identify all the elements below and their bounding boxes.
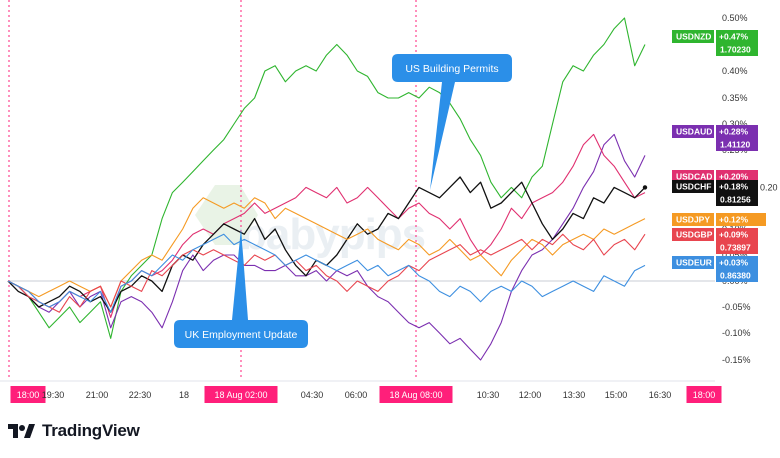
- x-tick-label: 22:30: [129, 390, 152, 400]
- series-label-usdjpy: [672, 213, 714, 226]
- series-line-usdaud[interactable]: [7, 133, 646, 361]
- series-label-price: 1.70230: [720, 45, 751, 55]
- series-line-usdjpy[interactable]: [7, 197, 646, 308]
- series-price-badge: [716, 269, 758, 282]
- series-label-price: 0.81256: [720, 195, 751, 205]
- series-change-badge: [716, 228, 758, 241]
- watermark-logo-shape: [195, 185, 258, 245]
- series-label-name: USDNZD: [676, 32, 711, 42]
- series-label-name: USDAUD: [676, 127, 712, 137]
- series-label-change: +0.09%: [719, 230, 749, 240]
- x-tick-label: 21:00: [86, 390, 109, 400]
- y-tick-label: 0.05%: [722, 250, 748, 260]
- watermark-text: babypips: [240, 210, 426, 259]
- series-label-change: +0.20%: [719, 172, 749, 182]
- series-change-badge: [716, 256, 758, 269]
- x-tick-label: 16:30: [649, 390, 672, 400]
- series-price-badge: [716, 43, 758, 56]
- x-tick-highlight: [204, 386, 278, 403]
- series-change-badge: [716, 213, 766, 226]
- x-tick-label: 13:30: [563, 390, 586, 400]
- x-tick-label: 18 Aug 08:00: [389, 390, 442, 400]
- series-change-badge: [716, 125, 758, 138]
- tradingview-logo: TradingView: [8, 421, 140, 441]
- series-label-price: 1.41120: [720, 140, 751, 150]
- x-tick-label: 06:00: [345, 390, 368, 400]
- series-label-price: 0.73897: [720, 243, 751, 253]
- series-label-usdgbp: [672, 228, 714, 241]
- series-last-dot: [642, 185, 648, 190]
- callout-uk-employment: [174, 320, 308, 348]
- x-tick-label: 18 Aug 02:00: [214, 390, 267, 400]
- series-label-usdchf: [672, 180, 714, 193]
- series-change-badge: [716, 180, 758, 193]
- series-change-badge: [716, 30, 758, 43]
- x-tick-label: 12:00: [519, 390, 542, 400]
- series-label-change: +0.18%: [719, 182, 749, 192]
- series-line-usdgbp[interactable]: [7, 233, 646, 313]
- x-tick-highlight: [379, 386, 453, 403]
- x-tick-highlight: [10, 386, 46, 403]
- x-tick-label: 04:30: [301, 390, 324, 400]
- series-line-usdeur[interactable]: [7, 233, 646, 313]
- series-label-change: +0.28%: [719, 127, 749, 137]
- series-price-badge: [716, 241, 758, 254]
- x-tick-label: 18:00: [693, 390, 716, 400]
- x-tick-label: 15:00: [605, 390, 628, 400]
- x-tick-highlight: [686, 386, 722, 403]
- callout-pointer: [232, 228, 248, 320]
- y-tick-label: -0.10%: [722, 328, 751, 338]
- tradingview-brand-text: TradingView: [42, 421, 140, 440]
- series-line-usdcad[interactable]: [7, 133, 646, 318]
- series-label-usdnzd: [672, 30, 714, 43]
- y-tick-label: 0.50%: [722, 13, 748, 23]
- series-label-name: USDCHF: [676, 182, 711, 192]
- y-tick-label: 0.40%: [722, 66, 748, 76]
- series-label-change: +0.47%: [719, 32, 749, 42]
- series-price-badge: [716, 193, 758, 206]
- chart[interactable]: 0.50%0.40%0.35%0.30%0.25%0.20%0.15%0.10%…: [0, 0, 780, 410]
- callout-text: US Building Permits: [405, 63, 498, 75]
- x-tick-label: 10:30: [477, 390, 500, 400]
- y-tick-label: 0.20: [760, 182, 778, 192]
- series-line-usdnzd[interactable]: [7, 17, 646, 339]
- series-label-price: 0.86380: [720, 271, 751, 281]
- series-label-change: +0.03%: [719, 258, 749, 268]
- y-tick-label: 0.35%: [722, 93, 748, 103]
- x-tick-label: 19:30: [42, 390, 65, 400]
- series-change-badge: [716, 170, 758, 183]
- callout-us-building-permits: [392, 54, 512, 190]
- series-label-usdcad: [672, 170, 714, 183]
- callout-text: UK Employment Update: [185, 329, 298, 341]
- series-label-name: USDJPY: [676, 215, 710, 225]
- y-tick-label: -0.05%: [722, 302, 751, 312]
- series-label-name: USDCAD: [676, 172, 712, 182]
- x-tick-label: 18:00: [17, 390, 40, 400]
- y-tick-label: -0.15%: [722, 355, 751, 365]
- series-label-usdaud: [672, 125, 714, 138]
- series-label-name: USDEUR: [676, 258, 712, 268]
- series-label-name: USDGBP: [676, 230, 713, 240]
- series-label-change: +0.12%: [719, 215, 749, 225]
- x-tick-label: 18: [179, 390, 189, 400]
- series-label-usdeur: [672, 256, 714, 269]
- tradingview-logo-icon: [8, 422, 36, 440]
- series-price-badge: [716, 138, 758, 151]
- y-tick-label: 0.30%: [722, 119, 748, 129]
